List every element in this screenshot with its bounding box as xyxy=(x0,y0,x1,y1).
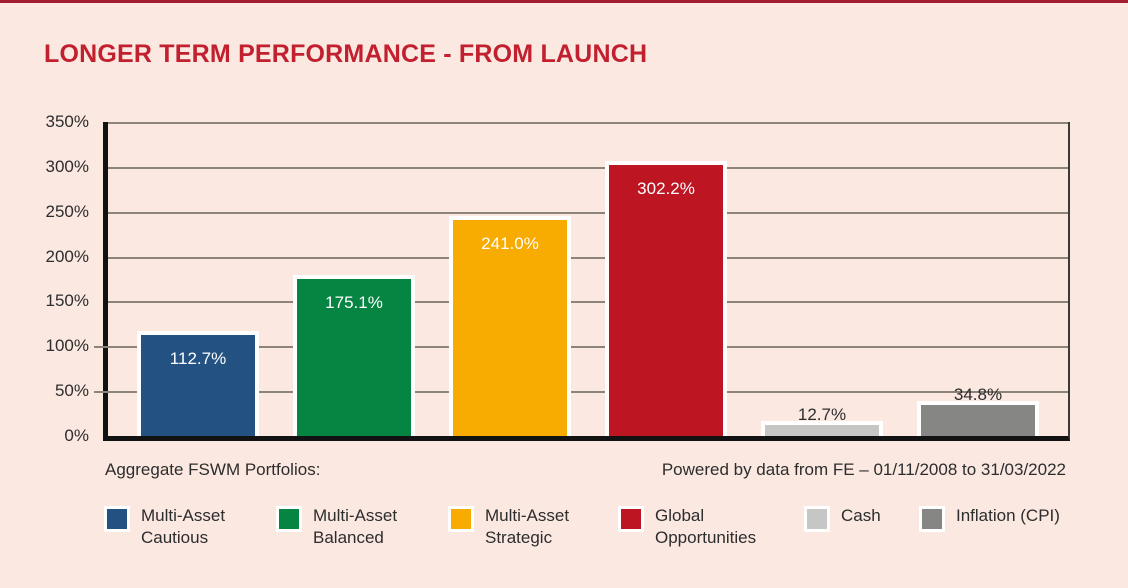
bar-slot: 12.7% xyxy=(744,122,900,436)
y-axis-tick-label: 200% xyxy=(45,246,89,266)
bar-global-opportunities: 302.2% xyxy=(605,160,727,436)
footer-note-left: Aggregate FSWM Portfolios: xyxy=(105,460,321,479)
bar-value-label: 34.8% xyxy=(953,384,1003,404)
bar-value-label: 241.0% xyxy=(481,233,539,253)
y-axis: 350% 300% 250% 200% 150% 100% 50% 0% xyxy=(0,112,95,445)
gridline xyxy=(108,301,1068,304)
legend-item-label: Global Opportunities xyxy=(655,506,757,547)
y-axis-tick-label: 350% xyxy=(45,112,89,131)
legend-swatch xyxy=(804,506,830,532)
legend-item-label: Multi-Asset Strategic xyxy=(485,506,570,547)
legend-swatch xyxy=(919,506,945,532)
top-accent-bar xyxy=(0,0,1128,3)
y-axis-tick-label: 0% xyxy=(64,426,89,445)
bars-container: 112.7% 175.1% 241.0% 302.2% 12.7% 34.8% xyxy=(108,122,1068,436)
bar-cash: 12.7% xyxy=(761,405,883,436)
legend-item-multi-asset-cautious: Multi-Asset Cautious xyxy=(104,505,225,549)
y-axis-tick-label: 250% xyxy=(45,201,89,221)
bar-value-label: 175.1% xyxy=(325,292,383,312)
legend-item-label: Multi-Asset Cautious xyxy=(141,506,226,547)
gridline xyxy=(108,211,1068,214)
y-axis-tick-label: 150% xyxy=(45,291,89,311)
legend-item-cash: Cash xyxy=(804,505,881,532)
footer-note-right: Powered by data from FE – 01/11/2008 to … xyxy=(661,460,1066,479)
axis-tick xyxy=(94,346,108,349)
legend-swatch xyxy=(448,506,474,532)
page-title: LONGER TERM PERFORMANCE - FROM LAUNCH xyxy=(44,40,648,68)
legend-item-label: Cash xyxy=(841,506,881,525)
legend-item-multi-asset-strategic: Multi-Asset Strategic xyxy=(448,505,569,549)
legend-item-multi-asset-balanced: Multi-Asset Balanced xyxy=(276,505,397,549)
legend-swatch xyxy=(618,506,644,532)
bar-multi-asset-balanced: 175.1% xyxy=(293,274,415,436)
axis-tick xyxy=(94,391,108,394)
legend-swatch xyxy=(276,506,302,532)
legend-item-label: Inflation (CPI) xyxy=(956,506,1060,525)
plot-area: 112.7% 175.1% 241.0% 302.2% 12.7% 34.8% xyxy=(94,122,1070,441)
gridline xyxy=(108,166,1068,169)
bar-slot: 175.1% xyxy=(276,122,432,436)
y-axis-tick-label: 50% xyxy=(54,381,89,401)
gridline xyxy=(108,346,1068,349)
bar-value-label: 302.2% xyxy=(637,178,695,198)
bar-slot: 112.7% xyxy=(120,122,276,436)
bar-slot: 241.0% xyxy=(432,122,588,436)
gridline xyxy=(108,256,1068,259)
bar-value-label: 12.7% xyxy=(797,404,847,424)
bar-multi-asset-strategic: 241.0% xyxy=(449,215,571,436)
y-axis-tick-label: 300% xyxy=(45,156,89,176)
legend-swatch xyxy=(104,506,130,532)
bar-slot: 302.2% xyxy=(588,122,744,436)
bar-slot: 34.8% xyxy=(900,122,1056,436)
legend-item-inflation-cpi: Inflation (CPI) xyxy=(919,505,1060,532)
bar-value-label: 112.7% xyxy=(169,348,227,368)
bar-inflation-cpi: 34.8% xyxy=(917,385,1039,436)
bar-multi-asset-cautious: 112.7% xyxy=(137,330,259,436)
legend: Multi-Asset Cautious Multi-Asset Balanced… xyxy=(0,505,1128,575)
gridline xyxy=(108,391,1068,394)
legend-item-global-opportunities: Global Opportunities xyxy=(618,505,756,549)
y-axis-tick-label: 100% xyxy=(45,336,89,356)
legend-item-label: Multi-Asset Balanced xyxy=(313,506,398,547)
gridline xyxy=(108,122,1068,124)
